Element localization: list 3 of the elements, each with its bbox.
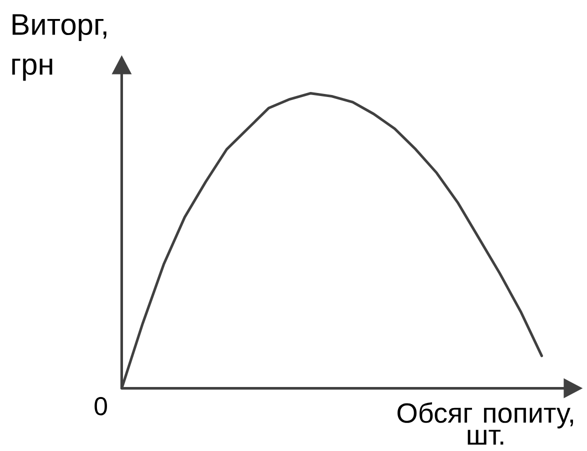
text: 0 — [94, 396, 107, 416]
y-axis-title: Виторг, грн — [12, 14, 106, 81]
x-axis-title: Обсяг попиту, шт. — [398, 402, 573, 445]
